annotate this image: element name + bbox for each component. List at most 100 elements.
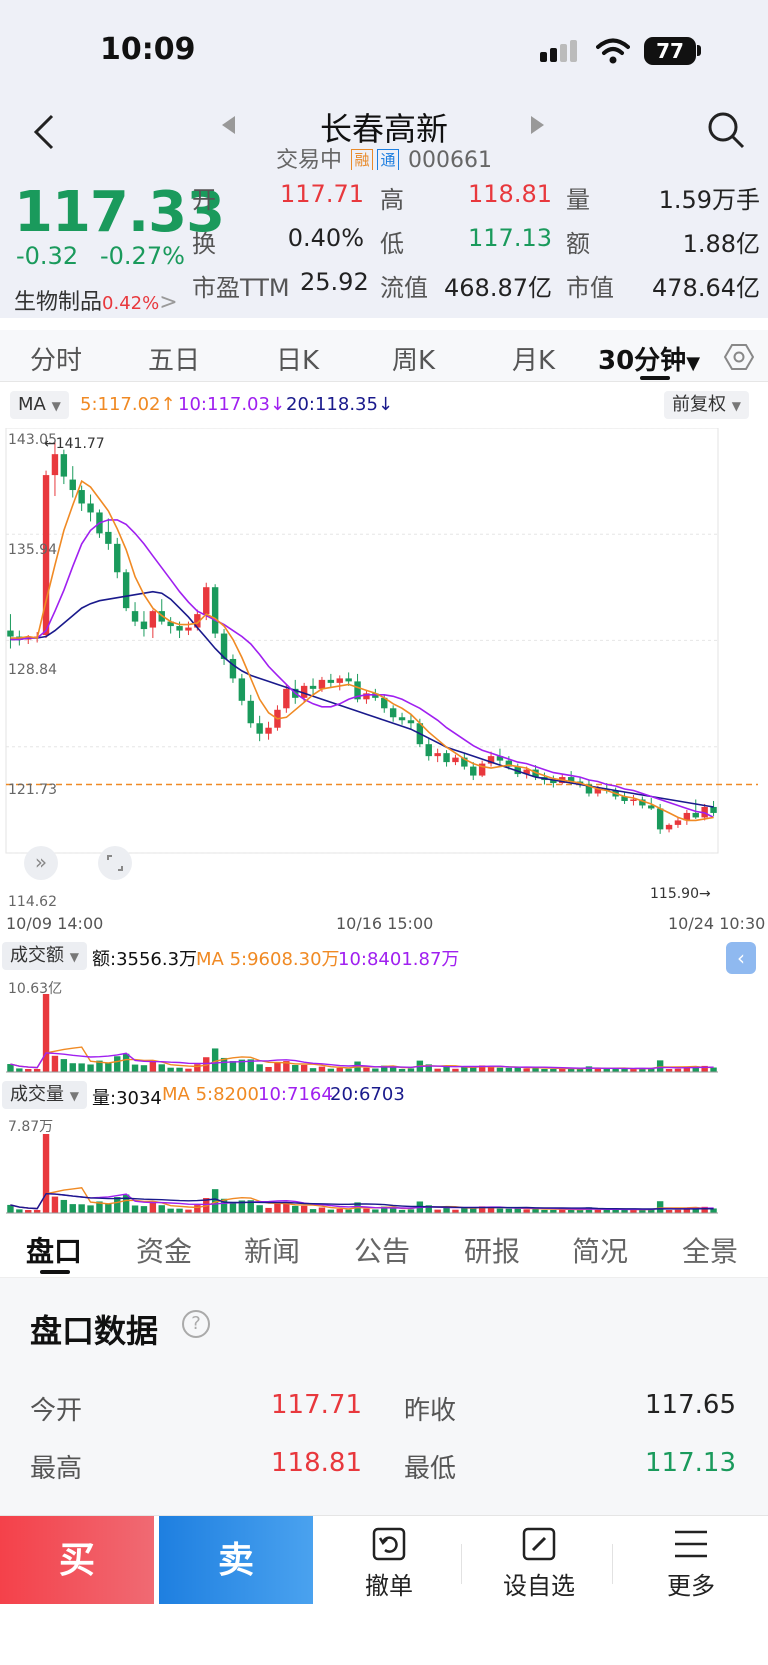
- volume-bar: [478, 1206, 486, 1213]
- volume-ma10: 10:7164: [258, 1084, 333, 1105]
- volume-bar: [345, 1209, 352, 1213]
- candle-body: [327, 679, 335, 683]
- volume-bar: [42, 1134, 50, 1213]
- volume-bar: [336, 1067, 343, 1072]
- volume-bar: [69, 1204, 76, 1213]
- y-tick-4: 114.62: [8, 894, 57, 910]
- volume-bar: [372, 1209, 379, 1213]
- volume-bar: [532, 1067, 539, 1072]
- candle-body: [265, 727, 272, 734]
- tab-monthly-k[interactable]: 月K: [512, 346, 556, 376]
- candle-body: [167, 621, 174, 627]
- volume-ma5: MA 5:8200: [162, 1084, 259, 1105]
- volume-bar: [523, 1068, 530, 1072]
- search-icon[interactable]: [706, 110, 746, 150]
- collapse-side-icon[interactable]: ‹: [726, 942, 756, 974]
- amount-ma10: 10:8401.87万: [338, 949, 460, 970]
- ma-indicator-row: MA ▼ 5:117.02↑ 10:117.03↓ 20:118.35↓ 前复权…: [0, 388, 768, 422]
- period-tabs: 分时 五日 日K 周K 月K 30分钟▼: [0, 330, 768, 382]
- candle-body: [630, 799, 637, 801]
- volume-bar: [550, 1068, 557, 1072]
- volume-bar: [25, 1069, 32, 1072]
- day-high-label: 最高: [30, 1454, 83, 1484]
- tab-announcements[interactable]: 公告: [354, 1235, 411, 1268]
- volume-bar: [630, 1069, 637, 1072]
- next-stock-icon[interactable]: [530, 116, 544, 134]
- volume-bar: [674, 1068, 682, 1072]
- chart-settings-icon[interactable]: [724, 342, 754, 372]
- trade-toolbar: 买 卖 撤单 设自选 更多: [0, 1515, 768, 1610]
- volume-bar: [452, 1209, 459, 1213]
- tab-profile[interactable]: 简况: [572, 1235, 629, 1268]
- volume-bar: [505, 1208, 513, 1213]
- expand-panel-button[interactable]: »: [24, 846, 58, 880]
- candle-body: [220, 633, 228, 659]
- fullscreen-icon[interactable]: [98, 846, 132, 880]
- tab-five-day[interactable]: 五日: [148, 346, 201, 376]
- volume-bar: [60, 1199, 68, 1213]
- volume-bar: [114, 1056, 121, 1072]
- volume-bar: [60, 1059, 68, 1072]
- candle-body: [478, 763, 486, 776]
- candle-body: [336, 678, 343, 683]
- back-icon[interactable]: [32, 114, 56, 150]
- candle-body: [309, 685, 317, 689]
- tab-funds[interactable]: 资金: [136, 1235, 193, 1268]
- volume-bar: [185, 1209, 192, 1213]
- volume-bar: [33, 1069, 41, 1072]
- candle-body: [176, 626, 183, 631]
- sector-link[interactable]: 生物制品0.42%>: [14, 290, 178, 315]
- volume-bar: [194, 1064, 201, 1072]
- volume-bar: [140, 1206, 148, 1213]
- volume-bar: [407, 1209, 415, 1213]
- volume-bar: [238, 1200, 246, 1213]
- volume-bar: [122, 1194, 130, 1213]
- tab-intraday[interactable]: 分时: [30, 346, 83, 376]
- ma-selector[interactable]: MA ▼: [10, 391, 69, 419]
- tab-overview[interactable]: 全景: [682, 1235, 739, 1268]
- sell-button[interactable]: 卖: [159, 1516, 313, 1604]
- volume-bar: [496, 1208, 504, 1213]
- prev-stock-icon[interactable]: [222, 116, 236, 134]
- candle-body: [185, 627, 192, 631]
- candle-body: [318, 679, 326, 689]
- candle-body: [585, 784, 593, 794]
- tab-30min[interactable]: 30分钟▼: [598, 346, 701, 376]
- volume-bar: [389, 1207, 397, 1213]
- y-tick-1: 135.94: [8, 542, 57, 558]
- stock-header: 长春高新 交易中 融通 000661: [0, 100, 768, 173]
- tab-weekly-k[interactable]: 周K: [392, 346, 436, 376]
- volume-bar: [167, 1208, 174, 1213]
- volume-bar: [176, 1208, 183, 1213]
- volume-bar: [283, 1201, 290, 1213]
- tab-news[interactable]: 新闻: [244, 1235, 301, 1268]
- volume-bar: [78, 1204, 85, 1213]
- volume-bar: [496, 1067, 504, 1072]
- adjust-selector[interactable]: 前复权 ▼: [664, 391, 749, 419]
- candle-body: [229, 658, 237, 679]
- volume-panel-header: 成交量 ▼ 量:3034 MA 5:8200 10:7164 20:6703: [0, 1081, 768, 1111]
- amount-selector[interactable]: 成交额 ▼: [2, 942, 87, 970]
- candle-body: [211, 587, 219, 634]
- more-button[interactable]: 更多: [636, 1526, 746, 1601]
- max-annotation: ←141.77: [44, 436, 105, 452]
- volume-bar: [576, 1210, 584, 1213]
- candle-body: [550, 780, 557, 784]
- volume-bar: [692, 1067, 699, 1072]
- cancel-order-button[interactable]: 撤单: [334, 1526, 444, 1601]
- buy-button[interactable]: 买: [0, 1516, 154, 1604]
- tab-research[interactable]: 研报: [464, 1235, 521, 1268]
- volume-selector[interactable]: 成交量 ▼: [2, 1081, 87, 1109]
- candle-body: [425, 744, 432, 757]
- volume-ma20-line: [10, 1192, 714, 1210]
- kline-chart[interactable]: 143.05 135.94 128.84 121.73 114.62 ←141.…: [0, 428, 768, 968]
- volume-bar: [158, 1064, 165, 1072]
- volume-bar: [434, 1209, 441, 1213]
- volume-bar: [550, 1209, 557, 1213]
- tab-daily-k[interactable]: 日K: [276, 346, 320, 376]
- tab-order-book[interactable]: 盘口: [26, 1235, 83, 1268]
- add-watchlist-button[interactable]: 设自选: [484, 1526, 594, 1601]
- help-icon[interactable]: ?: [182, 1310, 210, 1338]
- candle-body: [300, 685, 308, 698]
